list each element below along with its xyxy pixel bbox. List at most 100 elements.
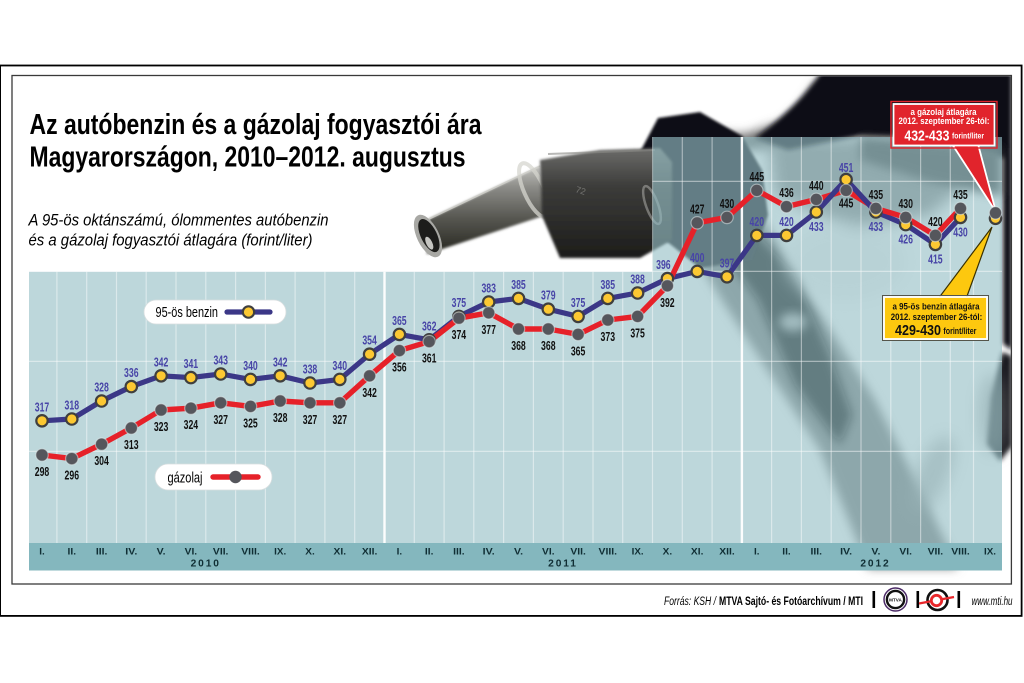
svg-text:II.: II. — [68, 547, 77, 558]
svg-text:MTVA: MTVA — [889, 598, 902, 603]
svg-text:VII.: VII. — [928, 547, 944, 558]
svg-text:400: 400 — [690, 251, 705, 265]
svg-text:gázolaj: gázolaj — [168, 471, 203, 487]
svg-text:327: 327 — [213, 413, 228, 427]
svg-text:72: 72 — [574, 184, 587, 197]
svg-text:VIII.: VIII. — [599, 547, 618, 558]
svg-text:361: 361 — [422, 352, 437, 366]
svg-text:a 95-ös benzin átlagára: a 95-ös benzin átlagára — [893, 302, 981, 313]
svg-text:362: 362 — [422, 319, 437, 333]
svg-text:V.: V. — [871, 547, 880, 558]
svg-text:X.: X. — [663, 547, 673, 558]
svg-text:365: 365 — [392, 314, 407, 328]
svg-text:XII.: XII. — [719, 547, 735, 558]
svg-text:420: 420 — [750, 215, 765, 229]
svg-text:I.: I. — [397, 547, 403, 558]
svg-text:368: 368 — [511, 339, 526, 353]
svg-text:III.: III. — [453, 547, 465, 558]
svg-text:327: 327 — [333, 413, 348, 427]
svg-text:396: 396 — [656, 258, 671, 272]
svg-text:397: 397 — [720, 256, 735, 270]
svg-text:445: 445 — [750, 170, 765, 184]
svg-text:forint/liter: forint/liter — [952, 131, 985, 141]
svg-text:375: 375 — [571, 296, 586, 310]
svg-text:IV.: IV. — [840, 547, 852, 558]
svg-text:A 95-ös oktánszámú, ólommentes: A 95-ös oktánszámú, ólommentes autóbenzi… — [28, 212, 329, 230]
svg-text:Magyarországon, 2010–2012. aug: Magyarországon, 2010–2012. augusztus — [30, 142, 466, 174]
svg-text:313: 313 — [124, 438, 139, 452]
svg-text:VIII.: VIII. — [241, 547, 260, 558]
svg-text:385: 385 — [511, 278, 526, 292]
svg-text:342: 342 — [362, 386, 377, 400]
svg-text:I.: I. — [754, 547, 760, 558]
svg-text:I.: I. — [39, 547, 45, 558]
svg-text:Az autóbenzin és a gázolaj fog: Az autóbenzin és a gázolaj fogyasztói ár… — [30, 109, 483, 141]
svg-text:328: 328 — [273, 411, 288, 425]
svg-text:324: 324 — [184, 418, 199, 432]
svg-text:III.: III. — [96, 547, 108, 558]
svg-text:343: 343 — [213, 354, 228, 368]
svg-text:2012. szeptember 26-tól:: 2012. szeptember 26-tól: — [891, 312, 983, 323]
svg-text:298: 298 — [35, 465, 50, 479]
svg-text:forint/liter: forint/liter — [943, 326, 976, 336]
svg-text:VIII.: VIII. — [951, 547, 970, 558]
svg-text:340: 340 — [333, 359, 348, 373]
svg-text:430: 430 — [898, 197, 913, 211]
svg-text:Forrás: KSH /: Forrás: KSH / — [664, 594, 717, 608]
svg-text:a gázolaj átlagára: a gázolaj átlagára — [911, 107, 978, 118]
svg-text:325: 325 — [243, 416, 258, 430]
svg-text:317: 317 — [35, 400, 50, 414]
svg-text:2012: 2012 — [860, 559, 890, 570]
svg-text:430: 430 — [720, 197, 735, 211]
svg-text:IV.: IV. — [125, 547, 137, 558]
svg-text:341: 341 — [184, 357, 199, 371]
svg-text:420: 420 — [928, 215, 943, 229]
svg-text:342: 342 — [273, 355, 288, 369]
svg-text:430: 430 — [953, 225, 968, 239]
svg-text:XI.: XI. — [691, 547, 704, 558]
svg-text:356: 356 — [392, 361, 407, 375]
svg-text:385: 385 — [601, 278, 616, 292]
svg-text:375: 375 — [630, 326, 645, 340]
svg-text:www.mti.hu: www.mti.hu — [972, 594, 1013, 608]
svg-text:392: 392 — [660, 296, 675, 310]
svg-text:III.: III. — [811, 547, 823, 558]
svg-text:2012. szeptember 26-tól:: 2012. szeptember 26-tól: — [899, 116, 990, 127]
svg-text:X.: X. — [305, 547, 315, 558]
svg-text:II.: II. — [425, 547, 434, 558]
svg-text:435: 435 — [869, 188, 884, 202]
svg-text:IV.: IV. — [483, 547, 495, 558]
svg-text:429-430: 429-430 — [895, 322, 941, 339]
svg-text:426: 426 — [898, 233, 913, 247]
svg-text:338: 338 — [303, 363, 318, 377]
svg-text:377: 377 — [481, 323, 496, 337]
svg-text:365: 365 — [571, 344, 586, 358]
svg-text:VI.: VI. — [185, 547, 198, 558]
svg-text:VI.: VI. — [542, 547, 555, 558]
svg-text:2011: 2011 — [548, 559, 578, 570]
svg-text:323: 323 — [154, 420, 169, 434]
svg-text:318: 318 — [65, 399, 80, 413]
svg-text:304: 304 — [94, 454, 109, 468]
svg-text:440: 440 — [809, 179, 824, 193]
svg-text:MTVA Sajtó- és Fotóarchívum /: MTVA Sajtó- és Fotóarchívum / MTI — [719, 594, 863, 608]
svg-text:354: 354 — [362, 334, 377, 348]
svg-text:436: 436 — [779, 186, 794, 200]
svg-text:XII.: XII. — [362, 547, 378, 558]
svg-text:V.: V. — [157, 547, 166, 558]
svg-text:VI.: VI. — [899, 547, 912, 558]
svg-text:és a gázolaj fogyasztói átlagá: és a gázolaj fogyasztói átlagára (forint… — [29, 232, 313, 250]
svg-text:IX.: IX. — [984, 547, 996, 558]
svg-text:427: 427 — [690, 202, 705, 216]
svg-text:374: 374 — [452, 328, 467, 342]
svg-text:435: 435 — [953, 188, 968, 202]
svg-text:336: 336 — [124, 366, 139, 380]
svg-text:328: 328 — [94, 381, 109, 395]
svg-text:433: 433 — [869, 220, 884, 234]
svg-text:420: 420 — [779, 215, 794, 229]
svg-text:368: 368 — [541, 339, 556, 353]
svg-text:296: 296 — [65, 469, 80, 483]
svg-text:327: 327 — [303, 413, 318, 427]
svg-text:451: 451 — [839, 161, 854, 175]
svg-text:445: 445 — [839, 196, 854, 210]
